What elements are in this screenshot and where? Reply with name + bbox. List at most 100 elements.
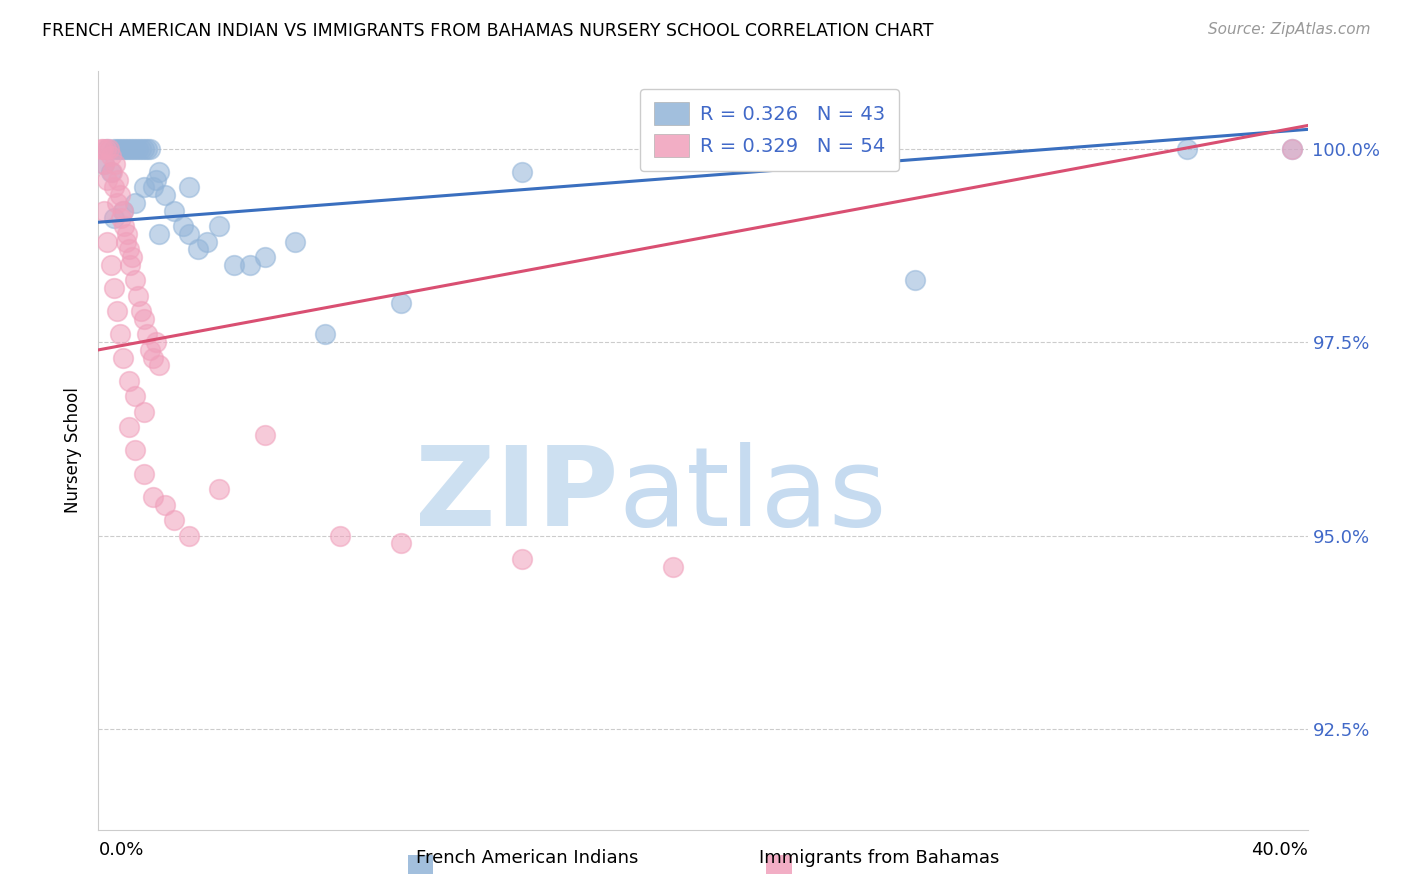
Point [139, 343, 162, 357]
Point [148, 227, 170, 241]
Point [314, 327, 336, 342]
Bar [766, 855, 792, 874]
Point [145, 335, 167, 350]
Point [148, 165, 170, 179]
Text: Immigrants from Bahamas: Immigrants from Bahamas [759, 849, 998, 867]
Point [129, 304, 152, 318]
Point [153, 188, 176, 202]
Point [132, 405, 155, 419]
Point [96, 235, 118, 249]
Point [118, 242, 141, 256]
Point [253, 250, 276, 264]
Point [105, 195, 128, 210]
Point [103, 142, 125, 156]
Point [179, 528, 201, 542]
Point [96, 172, 118, 186]
Point [132, 467, 155, 481]
Point [179, 180, 201, 194]
Point [124, 273, 146, 287]
Point [103, 211, 125, 226]
Point [100, 149, 122, 163]
Point [118, 142, 141, 156]
Point [118, 420, 141, 434]
Point [105, 142, 128, 156]
Point [904, 273, 927, 287]
Point [163, 203, 186, 218]
Point [135, 327, 157, 342]
Point [139, 142, 162, 156]
Point [208, 482, 231, 496]
Point [132, 312, 155, 326]
Point [145, 172, 167, 186]
Point [224, 258, 246, 272]
Point [135, 142, 157, 156]
Point [179, 227, 201, 241]
Point [108, 142, 131, 156]
Text: French American Indians: French American Indians [416, 849, 638, 867]
Point [389, 296, 412, 310]
Legend: R = 0.326   N = 43, R = 0.329   N = 54: R = 0.326 N = 43, R = 0.329 N = 54 [640, 88, 900, 170]
Y-axis label: Nursery School: Nursery School [65, 387, 83, 514]
Point [108, 327, 131, 342]
Point [124, 142, 146, 156]
Point [148, 359, 170, 373]
Point [112, 219, 135, 233]
Point [100, 165, 122, 179]
Point [510, 165, 533, 179]
Point [510, 551, 533, 566]
Text: FRENCH AMERICAN INDIAN VS IMMIGRANTS FROM BAHAMAS NURSERY SCHOOL CORRELATION CHA: FRENCH AMERICAN INDIAN VS IMMIGRANTS FRO… [42, 22, 934, 40]
Point [105, 304, 128, 318]
Point [111, 203, 134, 218]
Text: 0.0%: 0.0% [98, 841, 143, 859]
Point [692, 142, 714, 156]
Point [153, 498, 176, 512]
Point [195, 235, 218, 249]
Point [121, 142, 143, 156]
Point [124, 389, 146, 403]
Point [96, 142, 118, 156]
Point [118, 374, 141, 388]
Point [93, 203, 115, 218]
Point [103, 281, 125, 295]
Point [1281, 142, 1303, 156]
Point [142, 490, 165, 504]
Point [114, 142, 136, 156]
Text: ZIP: ZIP [415, 442, 619, 549]
Point [129, 142, 152, 156]
Point [124, 443, 146, 458]
Point [104, 157, 127, 171]
Point [163, 513, 186, 527]
Point [108, 188, 131, 202]
Point [187, 242, 209, 256]
Text: atlas: atlas [619, 442, 887, 549]
Point [127, 142, 149, 156]
Text: 40.0%: 40.0% [1251, 841, 1308, 859]
Point [107, 172, 129, 186]
Point [132, 180, 155, 194]
Point [103, 180, 125, 194]
Text: Source: ZipAtlas.com: Source: ZipAtlas.com [1208, 22, 1371, 37]
Point [329, 528, 352, 542]
Point [111, 142, 134, 156]
Point [172, 219, 194, 233]
Point [239, 258, 262, 272]
Point [124, 195, 146, 210]
Bar [408, 855, 433, 874]
Point [253, 428, 276, 442]
Point [98, 142, 121, 156]
Point [101, 165, 124, 179]
Point [661, 559, 683, 574]
Point [93, 157, 115, 171]
Point [1175, 142, 1198, 156]
Point [91, 142, 114, 156]
Point [389, 536, 412, 550]
Point [120, 258, 142, 272]
Point [111, 351, 134, 365]
Point [208, 219, 231, 233]
Point [1281, 142, 1303, 156]
Point [110, 211, 132, 226]
Point [100, 258, 122, 272]
Point [94, 142, 117, 156]
Point [114, 235, 136, 249]
Point [115, 227, 138, 241]
